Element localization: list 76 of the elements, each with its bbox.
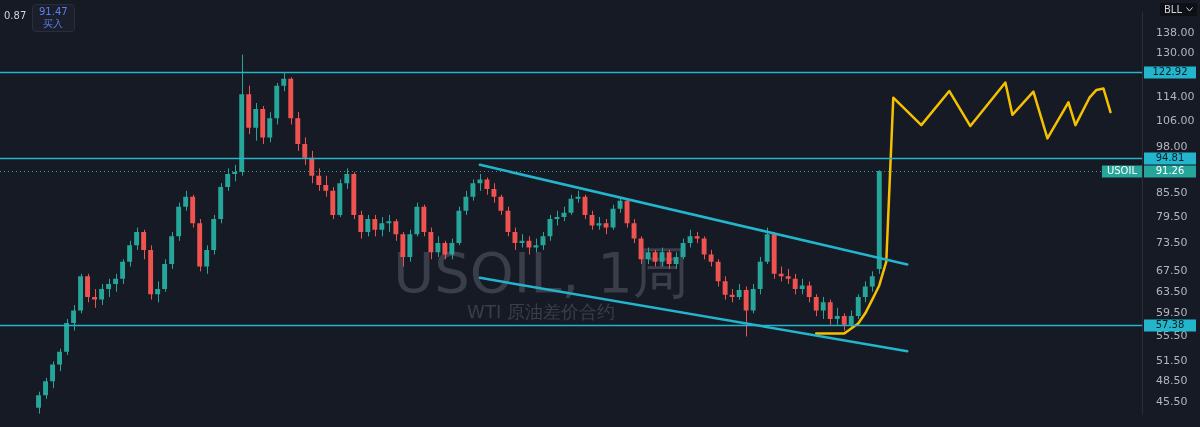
candlestick xyxy=(820,296,826,320)
y-tick-label: 67.50 xyxy=(1156,264,1188,278)
y-tick-label: 85.50 xyxy=(1156,185,1188,199)
candlestick xyxy=(127,240,133,267)
candlestick xyxy=(106,278,112,298)
candlestick xyxy=(792,273,798,295)
y-tick-label: 106.00 xyxy=(1156,114,1195,128)
candlestick xyxy=(715,258,721,287)
candlestick xyxy=(813,293,819,317)
candlestick xyxy=(155,280,161,303)
y-tick-label: 45.50 xyxy=(1156,395,1188,409)
candlestick xyxy=(631,218,637,244)
y-tick-label: 51.50 xyxy=(1156,354,1188,368)
candlestick xyxy=(750,283,756,314)
ref-line-label: 91.26 xyxy=(1155,165,1185,177)
candlestick xyxy=(281,72,287,92)
y-tick-label: 130.00 xyxy=(1156,46,1195,60)
candlestick xyxy=(666,249,672,270)
candlestick xyxy=(463,190,469,216)
candlestick xyxy=(50,360,55,389)
candlestick xyxy=(267,111,273,143)
candlestick xyxy=(624,198,630,229)
candlestick xyxy=(372,214,378,237)
candlestick xyxy=(869,270,875,293)
candlestick xyxy=(365,214,371,237)
y-tick-label: 114.00 xyxy=(1156,89,1195,103)
y-tick-label: 138.00 xyxy=(1156,26,1195,40)
candlestick xyxy=(806,280,812,303)
candlestick xyxy=(862,280,868,303)
text: BLL xyxy=(1164,4,1183,15)
candlestick xyxy=(85,273,91,303)
candlestick xyxy=(36,391,41,415)
ref-line-label: 57.38 xyxy=(1155,319,1185,331)
candlestick xyxy=(204,244,210,275)
candlestick xyxy=(323,175,329,198)
candlestick xyxy=(309,150,315,184)
candlestick xyxy=(827,299,833,326)
candlestick xyxy=(302,136,308,166)
candlestick xyxy=(141,229,147,260)
annotation: 91.47 xyxy=(39,6,68,18)
annotation: USOIL xyxy=(1106,165,1138,177)
candlestick xyxy=(498,194,504,216)
candlestick xyxy=(134,227,140,251)
ref-line-label: 94.81 xyxy=(1155,152,1185,164)
candlestick xyxy=(379,216,385,237)
y-tick-label: 59.50 xyxy=(1156,306,1188,320)
candlestick xyxy=(659,247,665,267)
candlestick xyxy=(491,182,497,204)
y-tick-label: 79.50 xyxy=(1156,209,1188,223)
candlestick xyxy=(470,178,476,202)
annotation: 买入 xyxy=(42,18,65,30)
candlestick xyxy=(743,285,749,337)
annotation: 0.87 xyxy=(4,10,27,21)
candlestick xyxy=(505,206,511,237)
candlestick xyxy=(57,348,62,372)
candlestick xyxy=(316,167,322,192)
candlestick xyxy=(701,235,707,260)
candlestick xyxy=(99,283,105,306)
candlestick xyxy=(120,258,126,285)
candlestick xyxy=(358,210,364,240)
candlestick xyxy=(183,190,189,212)
y-tick-label: 55.50 xyxy=(1156,329,1188,343)
candlestick xyxy=(855,293,861,320)
candlestick xyxy=(722,275,728,301)
y-tick-label: 63.50 xyxy=(1156,284,1188,298)
candlestick xyxy=(92,288,98,309)
y-tick-label: 98.00 xyxy=(1156,140,1188,154)
candlestick xyxy=(43,377,48,400)
y-tick-label: 48.50 xyxy=(1156,374,1188,388)
candlestick xyxy=(253,102,259,142)
ref-line-label: 122.92 xyxy=(1152,66,1188,78)
y-tick-label: 73.50 xyxy=(1156,235,1188,249)
candlestick xyxy=(393,218,399,242)
candlestick xyxy=(71,304,77,332)
buy-button: 91.47 买入 xyxy=(32,4,75,32)
candlestick xyxy=(512,227,518,251)
